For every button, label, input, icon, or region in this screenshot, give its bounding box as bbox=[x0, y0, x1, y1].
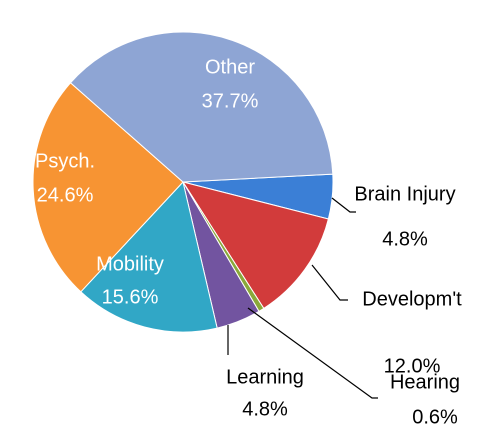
slice-label: Brain Injury bbox=[354, 183, 455, 205]
leader-line bbox=[247, 307, 378, 399]
pie-slice bbox=[181, 181, 329, 310]
slice-value-label: 4.8% bbox=[382, 228, 428, 250]
leader-line bbox=[331, 197, 356, 213]
slice-label: Mobility bbox=[96, 253, 164, 275]
slice-value-label: 4.8% bbox=[242, 398, 288, 420]
slice-value-label: 15.6% bbox=[102, 286, 159, 308]
slice-value-label: 0.6% bbox=[412, 406, 458, 428]
slice-label: Developm't bbox=[362, 288, 462, 310]
pie-slice bbox=[69, 31, 334, 183]
pie-slice bbox=[80, 180, 218, 333]
pie-slice bbox=[32, 82, 184, 293]
slice-label: Hearing bbox=[390, 371, 460, 393]
slice-value-label: 37.7% bbox=[202, 90, 259, 112]
slice-value-label: 12.0% bbox=[384, 355, 441, 377]
slice-label: Learning bbox=[226, 366, 304, 388]
slice-value-label: 24.6% bbox=[37, 184, 94, 206]
slice-label: Psych. bbox=[35, 150, 95, 172]
slice-label: Other bbox=[205, 56, 255, 78]
leader-line bbox=[311, 264, 348, 301]
